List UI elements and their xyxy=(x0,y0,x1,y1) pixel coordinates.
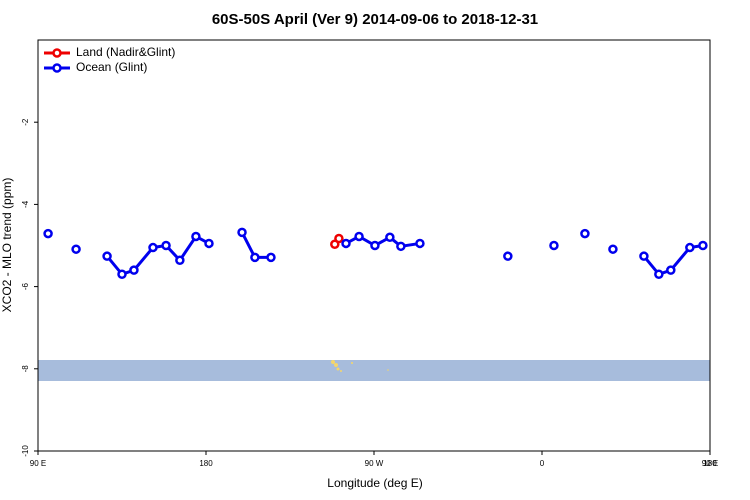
point xyxy=(415,238,425,249)
point xyxy=(354,231,364,242)
point xyxy=(334,233,344,244)
x-tick-label: 0 xyxy=(540,459,545,468)
point xyxy=(175,255,185,266)
point xyxy=(666,265,676,275)
point xyxy=(204,238,214,249)
map-strip xyxy=(38,360,710,381)
point xyxy=(685,242,695,253)
y-axis-label: XCO2 - MLO trend (ppm) xyxy=(0,178,14,313)
point xyxy=(654,269,664,280)
point xyxy=(266,252,276,263)
point xyxy=(698,240,708,251)
point xyxy=(580,228,590,239)
x-tick-label: 90 W xyxy=(365,459,384,468)
x-tick-label: 180 xyxy=(199,459,213,468)
point xyxy=(71,244,81,254)
point xyxy=(129,265,139,275)
point xyxy=(503,251,513,261)
x-tick-label: 90 E xyxy=(30,459,46,468)
y-tick-label: -8 xyxy=(21,365,30,373)
legend-label: Land (Nadir&Glint) xyxy=(76,45,175,59)
point xyxy=(341,238,351,249)
point xyxy=(148,242,158,253)
point xyxy=(385,232,395,243)
x-tick-label: 90 E xyxy=(702,459,718,468)
x-axis-label: Longitude (deg E) xyxy=(327,476,422,490)
point xyxy=(549,240,559,251)
point xyxy=(608,244,618,254)
point xyxy=(161,240,171,251)
legend-marker xyxy=(52,48,62,58)
legend-marker xyxy=(52,63,62,73)
point xyxy=(43,228,53,239)
point xyxy=(396,241,406,252)
point xyxy=(237,227,247,238)
point xyxy=(370,240,380,251)
y-tick-label: -2 xyxy=(21,118,30,126)
point xyxy=(639,251,649,261)
point xyxy=(117,269,127,280)
legend-label: Ocean (Glint) xyxy=(76,60,147,74)
y-tick-label: -10 xyxy=(21,445,30,457)
x-tick-label: 180 xyxy=(703,459,717,468)
y-tick-label: -4 xyxy=(21,200,30,208)
point xyxy=(191,231,201,242)
map-land xyxy=(331,360,389,372)
point xyxy=(250,252,260,263)
chart-title: 60S-50S April (Ver 9) 2014-09-06 to 2018… xyxy=(212,11,538,28)
point xyxy=(102,251,112,261)
y-tick-label: -6 xyxy=(21,282,30,290)
